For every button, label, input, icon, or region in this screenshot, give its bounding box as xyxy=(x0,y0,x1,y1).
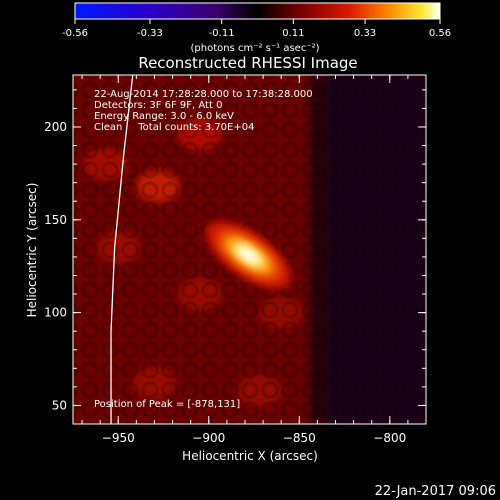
colorbar-tick-label: 0.11 xyxy=(282,28,304,39)
peak-source xyxy=(205,221,292,289)
colorbar-tick-label: -0.56 xyxy=(62,28,88,39)
energy-range-label: Energy Range: 3.0 - 6.0 keV xyxy=(94,111,234,122)
x-tick-label: −950 xyxy=(102,431,135,445)
solar-limb-line xyxy=(110,75,134,424)
colorbar-units: (photons cm⁻² s⁻¹ asec⁻²) xyxy=(190,43,319,54)
axis-ticks xyxy=(73,75,427,425)
plot-area: −950 −900 −850 −800 50 100 150 200 xyxy=(44,74,427,445)
time-range-label: 22-Aug-2014 17:28:28.000 to 17:38:28.000 xyxy=(94,89,313,100)
peak-position-label: Position of Peak = [-878,131] xyxy=(94,399,240,410)
x-tick-label: −800 xyxy=(373,431,406,445)
colorbar: -0.56 -0.33 -0.11 0.11 0.33 0.56 (photons cm⁻… xyxy=(62,2,451,54)
colorbar-tick-label: 0.33 xyxy=(354,28,376,39)
x-axis-label: Heliocentric X (arcsec) xyxy=(182,449,318,463)
colorbar-tick-label: -0.11 xyxy=(209,28,235,39)
y-tick-label: 150 xyxy=(44,213,67,227)
render-date: 22-Jan-2017 09:06 xyxy=(375,484,496,499)
colorbar-tick-label: -0.33 xyxy=(137,28,163,39)
y-tick-labels: 50 100 150 200 xyxy=(44,120,67,412)
colorbar-ticks: -0.56 -0.33 -0.11 0.11 0.33 0.56 xyxy=(62,19,451,39)
y-tick-label: 50 xyxy=(52,398,67,412)
clean-counts-label: Clean Total counts: 3.70E+04 xyxy=(94,122,254,133)
peak-contour xyxy=(239,247,259,263)
x-tick-labels: −950 −900 −850 −800 xyxy=(102,431,407,445)
x-tick-label: −850 xyxy=(283,431,316,445)
image-layers xyxy=(73,75,426,424)
y-tick-label: 200 xyxy=(44,120,67,134)
plot-frame xyxy=(72,74,427,425)
colorbar-gradient xyxy=(74,2,441,20)
y-axis-label: Heliocentric Y (arcsec) xyxy=(25,183,39,318)
colorbar-tick-label: 0.56 xyxy=(429,28,451,39)
observation-info: 22-Aug-2014 17:28:28.000 to 17:38:28.000… xyxy=(94,89,313,410)
x-tick-label: −900 xyxy=(192,431,225,445)
chart-title: Reconstructed RHESSI Image xyxy=(138,54,357,72)
y-tick-label: 100 xyxy=(44,306,67,320)
detectors-label: Detectors: 3F 6F 9F, Att 0 xyxy=(94,100,222,111)
